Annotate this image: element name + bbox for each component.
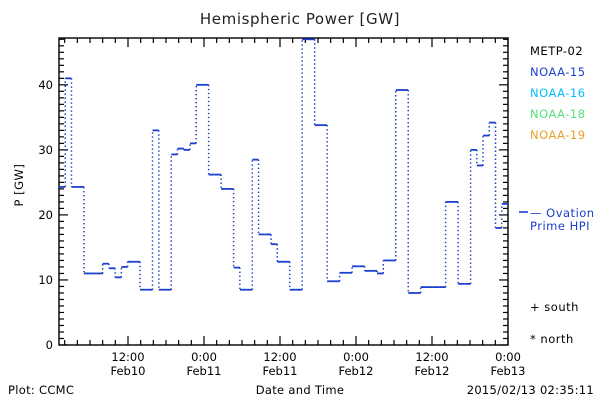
x-tick-time: 12:00 <box>263 350 297 364</box>
legend-item-noaa-19: NOAA-19 <box>530 128 586 142</box>
x-tick-date: Feb12 <box>338 363 374 378</box>
legend-item-metp-02: METP-02 <box>530 44 584 58</box>
x-tick-date: Feb11 <box>186 363 222 378</box>
x-tick-label: 0:00 Feb11 <box>164 350 244 378</box>
data-series-group <box>59 38 508 294</box>
x-axis-ticks <box>64 38 509 345</box>
x-tick-label: 0:00 Feb13 <box>468 350 548 378</box>
y-tick-label: 10 <box>38 272 53 287</box>
x-tick-label: 12:00 Feb10 <box>88 350 168 378</box>
footer-plot-source: Plot: CCMC <box>8 383 75 397</box>
x-tick-date: Feb10 <box>110 363 146 378</box>
x-tick-time: 12:00 <box>415 350 449 364</box>
y-tick-label: 40 <box>38 77 53 92</box>
footer-axis-caption: Date and Time <box>255 383 345 397</box>
x-tick-label: 12:00 Feb11 <box>240 350 320 378</box>
legend-marker-south: + south <box>530 300 579 314</box>
chart-title: Hemispheric Power [GW] <box>199 10 401 28</box>
legend-item-noaa-18: NOAA-18 <box>530 107 586 121</box>
x-tick-date: Feb12 <box>414 363 450 378</box>
legend-item-noaa-15: NOAA-15 <box>530 65 586 79</box>
y-tick-label: 0 <box>45 338 53 352</box>
y-tick-label: 30 <box>38 142 53 157</box>
legend-marker-north: * north <box>530 332 574 346</box>
x-tick-time: 12:00 <box>111 350 145 364</box>
y-axis-ticks <box>59 38 508 346</box>
legend-item-noaa-16: NOAA-16 <box>530 86 586 100</box>
x-tick-date: Feb13 <box>490 363 526 378</box>
x-tick-time: 0:00 <box>191 350 217 364</box>
x-tick-date: Feb11 <box>262 363 298 378</box>
legend-model-name: Prime HPI <box>530 219 591 233</box>
footer-timestamp: 2015/02/13 02:35:11 <box>466 383 594 397</box>
x-tick-time: 0:00 <box>495 350 521 364</box>
legend-model-line: — Ovation <box>530 206 595 220</box>
x-tick-time: 0:00 <box>343 350 369 364</box>
y-tick-label: 20 <box>38 207 53 222</box>
x-tick-label: 12:00 Feb12 <box>392 350 472 378</box>
plot-frame <box>58 37 509 346</box>
x-tick-label: 0:00 Feb12 <box>316 350 396 378</box>
